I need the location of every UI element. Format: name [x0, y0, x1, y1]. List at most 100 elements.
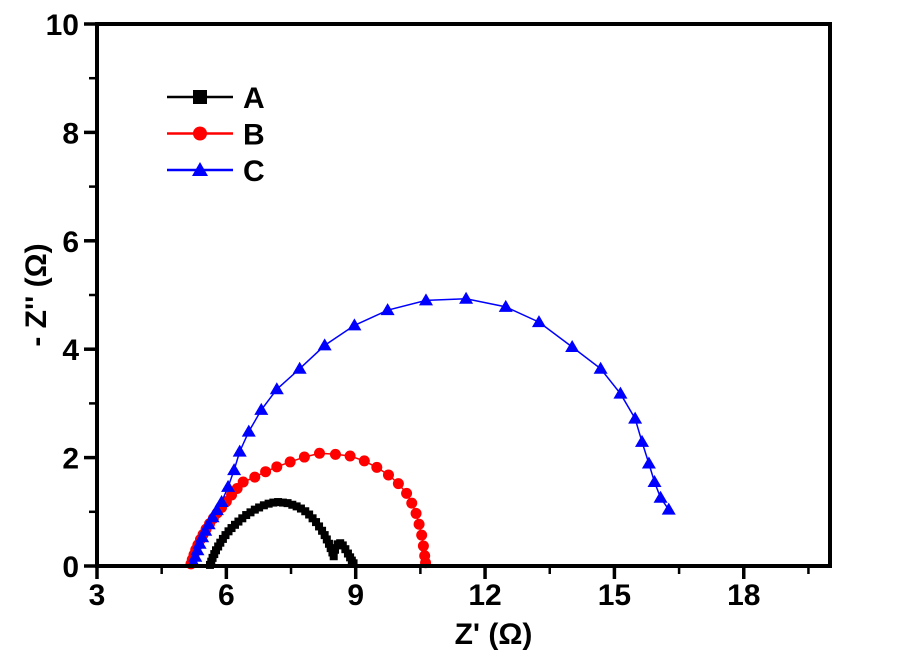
series-B-marker — [313, 447, 325, 459]
series-A-marker — [322, 535, 331, 544]
series-A-marker — [283, 499, 292, 508]
series-A-marker — [312, 518, 321, 527]
series-C-marker — [653, 490, 668, 503]
x-tick-label: 18 — [727, 579, 760, 612]
y-tick-label: 4 — [62, 334, 79, 367]
series-A-marker — [331, 545, 340, 554]
legend: ABC — [167, 82, 265, 188]
series-C-marker — [209, 503, 224, 516]
series-C-marker — [214, 495, 229, 508]
series-B-marker — [249, 471, 261, 483]
series-B-marker — [413, 518, 425, 530]
series-A-marker — [326, 544, 335, 553]
series-B-marker — [406, 497, 418, 509]
series-A-marker — [329, 552, 338, 561]
x-tick-label: 12 — [468, 579, 501, 612]
series-C-marker — [641, 456, 656, 469]
series-B-marker — [284, 456, 296, 468]
series-C-marker — [459, 291, 474, 304]
series-C-marker — [380, 303, 395, 316]
series-A-marker — [259, 501, 268, 510]
series-A-marker — [324, 539, 333, 548]
series-C-marker — [565, 340, 580, 353]
series-A-marker — [320, 531, 329, 540]
x-tick-label: 3 — [89, 579, 106, 612]
series-C-marker — [317, 338, 332, 351]
y-tick-label: 6 — [62, 226, 79, 259]
series-C-marker — [201, 517, 216, 530]
series-B-marker — [410, 507, 422, 519]
series-A-marker — [288, 500, 297, 509]
series-B-marker — [417, 540, 429, 552]
series-A-marker — [349, 559, 358, 568]
series-C-marker — [198, 523, 213, 536]
series-C-marker — [531, 315, 546, 328]
series-C-marker — [227, 463, 242, 476]
series-B-marker — [298, 451, 310, 463]
series-C-marker — [192, 536, 207, 549]
legend-item-B: B — [167, 119, 265, 152]
series-C — [186, 291, 676, 568]
series-C-marker — [269, 382, 284, 395]
series-C-marker — [647, 474, 662, 487]
series-A — [205, 498, 358, 569]
series-C-marker — [418, 293, 433, 306]
series-C-marker — [628, 411, 643, 424]
series-B-marker — [344, 450, 356, 462]
x-tick-label: 9 — [347, 579, 364, 612]
legend-item-A: A — [167, 82, 265, 115]
series-A-marker — [264, 499, 273, 508]
x-axis-title: Z' (Ω) — [455, 618, 533, 651]
series-A-marker — [246, 508, 255, 517]
series-B-marker — [401, 487, 413, 499]
legend-label-B: B — [243, 119, 265, 152]
series-C-marker — [205, 510, 220, 523]
series-C-marker — [635, 434, 650, 447]
series-B-marker — [271, 461, 283, 473]
series-A-marker — [315, 522, 324, 531]
series-C-marker — [221, 479, 236, 492]
series-C-marker — [347, 318, 362, 331]
legend-item-C: C — [167, 155, 265, 188]
series-C-marker — [195, 530, 210, 543]
series-C-marker — [661, 502, 676, 515]
series-A-marker — [255, 503, 264, 512]
series-B-marker — [382, 469, 394, 481]
series-A-marker — [269, 498, 278, 507]
series-C-marker — [254, 402, 269, 415]
y-tick-label: 10 — [46, 9, 79, 42]
series-C-marker — [292, 361, 307, 374]
series-C-marker — [241, 424, 256, 437]
series-C-marker — [188, 549, 203, 562]
y-tick-label: 0 — [62, 551, 79, 584]
x-tick-label: 6 — [218, 579, 235, 612]
y-axis-title: - Z'' (Ω) — [20, 243, 53, 346]
series-B-marker — [329, 448, 341, 460]
series-A-marker — [250, 505, 259, 514]
series-B-marker — [237, 476, 249, 488]
series-A-marker — [274, 498, 283, 507]
series-A-marker — [242, 511, 251, 520]
legend-square-icon — [193, 90, 207, 104]
series-B-marker — [260, 466, 272, 478]
series-C-marker — [190, 543, 205, 556]
series-C-marker — [232, 444, 247, 457]
series-B-marker — [371, 461, 383, 473]
y-tick-label: 8 — [62, 117, 79, 150]
x-tick-label: 15 — [598, 579, 631, 612]
series-B-marker — [416, 529, 428, 541]
series-A-marker — [278, 498, 287, 507]
legend-circle-icon — [193, 126, 207, 141]
series-A-marker — [296, 504, 305, 513]
series-A-marker — [341, 545, 350, 554]
series-C-marker — [593, 361, 608, 374]
legend-label-A: A — [243, 82, 265, 115]
legend-triangle-icon — [192, 162, 208, 176]
series-B-marker — [392, 478, 404, 490]
series-B-marker — [358, 455, 370, 467]
series-C-marker — [498, 299, 513, 312]
series-A-marker — [292, 502, 301, 511]
legend-label-C: C — [243, 155, 265, 188]
